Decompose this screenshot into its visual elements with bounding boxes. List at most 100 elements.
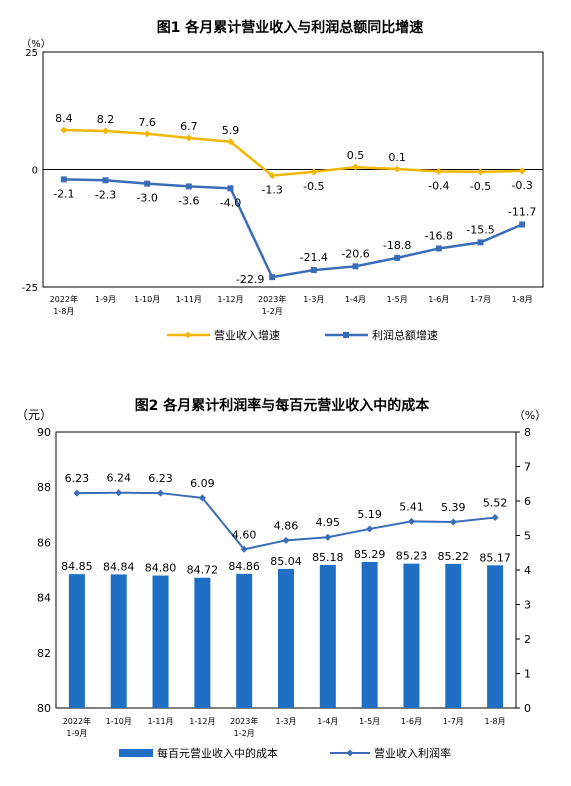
figure-1-revenue-point [477,168,484,176]
figure-2-right-tick-label: 5 [524,530,531,543]
figure-2-cost-data-label: 85.04 [270,555,302,568]
figure-1-revenue-data-label: 0.1 [388,151,406,164]
figure-1-profit-point [102,177,109,184]
figure-2-x-tick-label: 1-8月 [485,717,506,726]
figure-1-revenue-data-label: -0.3 [511,179,532,192]
figure-2-right-tick-label: 7 [524,461,531,474]
figure-2-left-tick-label: 88 [37,481,51,494]
figure-1: 图1 各月累计营业收入与利润总额同比增速 （%） 25 0 -25 2022年 1-8月… [21,19,544,342]
figure-2-cost-data-label: 85.17 [479,551,511,564]
legend-margin-marker [346,749,354,757]
figure-2-cost-bar [487,565,504,708]
figure-2-x-tick-label: 1-5月 [359,717,380,726]
figure-1-plot-area: 25 0 -25 2022年 1-8月 1-9月 1-10月 1-11月 1-12月 2023年 1… [22,48,544,316]
figure-2-x-tick-label: 1-3月 [275,717,296,726]
figure-2-cost-bar [194,577,211,708]
figure-2-right-tick-label: 6 [524,495,531,508]
figure-2-cost-data-label: 84.80 [145,562,177,575]
figure-2-x-tick-label: 1-6月 [401,717,422,726]
figure-1-profit-data-label: -20.6 [341,247,369,260]
figure-2-margin-data-label: 5.19 [357,508,382,521]
figure-2-x-tick-label: 1-4月 [317,717,338,726]
figure-2-cost-bar [152,575,169,708]
figure-2-margin-point [240,545,248,553]
figure-1-revenue-point [268,172,276,180]
legend-cost-label: 每百元营业收入中的成本 [157,746,278,760]
figure-2-cost-bar [403,563,420,708]
figure-2-margin-data-label: 6.23 [65,472,90,485]
figure-2-margin-data-label: 5.41 [399,500,424,513]
figure-1-revenue-data-label: 0.5 [347,149,365,162]
figure-1-revenue-point [143,130,151,138]
figure-2-title: 图2 各月累计利润率与每百元营业收入中的成本 [135,397,431,414]
figure-1-revenue-point [60,126,68,134]
figure-1-revenue-point [185,134,193,142]
figure-2-left-tick-label: 82 [37,647,51,660]
figure-1-x-tick-label: 1-2月 [262,307,283,316]
figure-1-y-unit: （%） [21,38,51,50]
figure-1-revenue-point [102,127,109,135]
figure-1-series-line-1 [63,178,523,279]
figure-1-profit-data-label: -11.7 [508,205,536,218]
figure-2-cost-data-label: 84.84 [103,560,135,573]
figure-2-margin-data-label: 5.52 [483,497,508,510]
figure-2-margin-data-label: 6.09 [190,477,215,490]
figure-2-left-tick-label: 84 [37,592,51,605]
figure-2-margin-point [366,525,374,533]
figure-2: 图2 各月累计利润率与每百元营业收入中的成本 （元） （%） 808284868… [16,397,546,760]
figure-1-profit-data-label: -3.6 [178,194,199,207]
figure-1-profit-data-label: -15.5 [466,223,494,236]
figure-2-x-tick-label: 2022年 [63,716,91,726]
figure-1-profit-point [394,254,401,261]
figure-2-cost-bar [68,574,85,708]
figure-1-profit-data-label: -3.0 [136,192,157,205]
figure-1-x-tick-label: 1-10月 [134,295,160,304]
figure-2-cost-bar [361,561,378,708]
figure-1-profit-point [60,176,67,183]
figure-1-profit-data-label: -21.4 [300,251,328,264]
figure-1-profit-point [352,263,359,270]
figure-1-title: 图1 各月累计营业收入与利润总额同比增速 [157,19,424,36]
figure-1-y-tick-label: -25 [22,283,38,294]
figure-2-x-tick-label: 1-11月 [147,717,173,726]
figure-2-margin-data-label: 6.23 [148,472,173,485]
figure-2-margin-point [115,489,123,497]
legend-profit-label: 利润总额增速 [372,328,438,342]
figure-1-x-tick-label: 1-6月 [428,295,449,304]
figure-2-cost-data-label: 84.86 [228,560,260,573]
figure-2-cost-bar [445,563,462,708]
figure-1-revenue-data-label: -1.3 [261,184,282,197]
figure-1-revenue-data-label: -0.4 [428,179,449,192]
figure-1-x-tick-label: 2023年 [258,294,286,304]
figure-2-margin-data-label: 4.95 [316,516,341,529]
figure-1-revenue-point [227,138,234,146]
figure-1-profit-point [269,274,276,281]
figure-1-revenue-point [310,168,318,176]
figure-2-left-tick-label: 80 [37,702,51,715]
figure-1-x-tick-label: 1-3月 [303,295,324,304]
figure-2-x-tick-label: 1-9月 [66,729,87,738]
figure-2-margin-point [491,514,499,522]
figure-1-y-tick-label: 25 [25,48,38,59]
figure-2-margin-point [407,517,415,525]
figure-2-margin-data-label: 5.39 [441,501,466,514]
figure-2-left-unit: （元） [16,408,52,422]
legend-revenue-marker [184,331,192,339]
figure-1-revenue-data-label: 8.2 [97,113,115,126]
figure-1-x-tick-label: 1-5月 [387,295,408,304]
figure-2-x-tick-label: 2023年 [230,716,258,726]
figure-1-y-tick-label: 0 [32,166,38,177]
figure-1-x-tick-label: 1-12月 [217,295,243,304]
figure-2-cost-bar [236,573,253,708]
figure-2-cost-data-label: 85.29 [354,548,386,561]
figure-1-profit-point [227,185,234,192]
figure-1-revenue-data-label: 5.9 [222,124,240,137]
figure-1-profit-data-label: -22.9 [236,273,264,286]
figure-1-x-tick-label: 1-4月 [345,295,366,304]
figure-2-margin-point [73,489,81,497]
legend-revenue-label: 营业收入增速 [214,328,280,342]
figure-2-margin-data-label: 4.60 [232,528,257,541]
figure-2-cost-data-label: 84.72 [187,564,219,577]
figure-1-revenue-data-label: 7.6 [138,116,156,129]
figure-2-x-tick-label: 1-7月 [443,717,464,726]
